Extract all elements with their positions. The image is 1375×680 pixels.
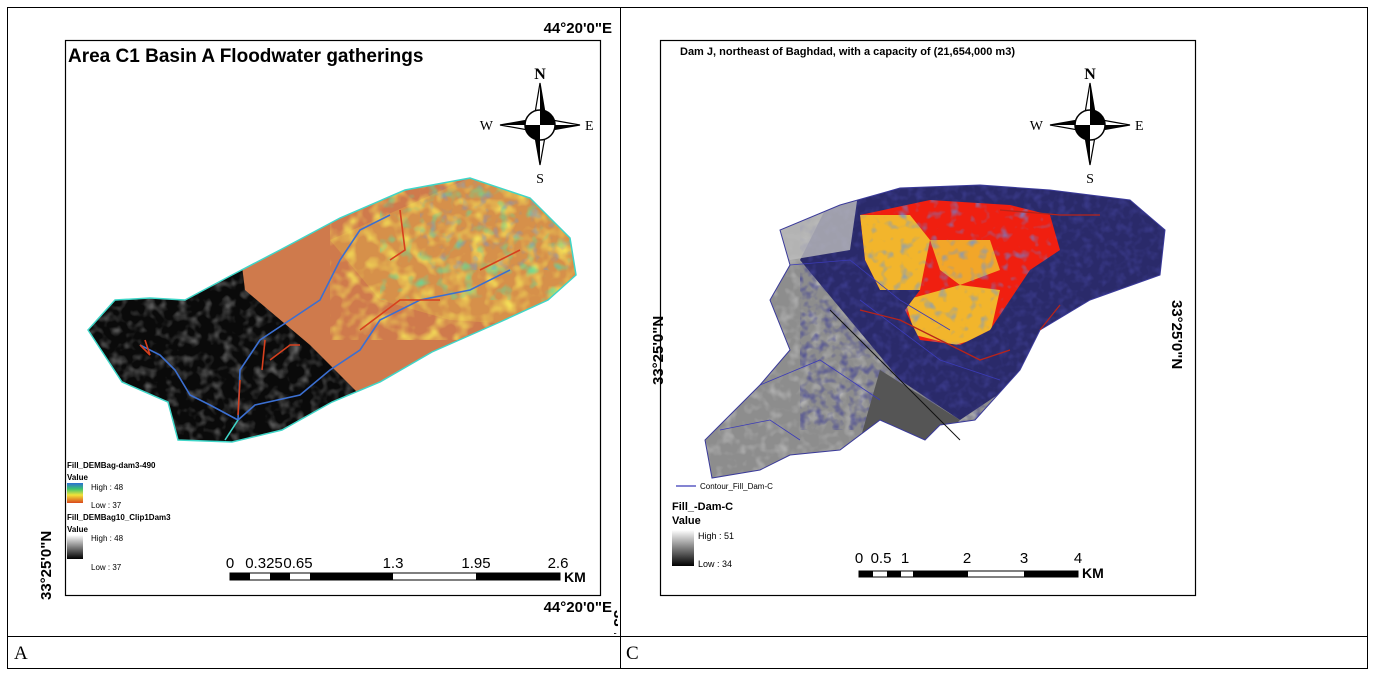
legend-label: Contour_Fill_Dam-C: [700, 482, 773, 491]
legend-label: Value: [67, 525, 88, 534]
scale-bar-shape: [310, 573, 393, 580]
scale-bar-label: 2: [963, 550, 971, 567]
coordinate-label: 44°20'0"E: [544, 20, 612, 37]
compass-label: W: [1030, 119, 1044, 134]
legend-label: High : 51: [698, 531, 734, 541]
compass-label: S: [536, 172, 544, 187]
scale-bar-label: 1.3: [383, 555, 404, 572]
compass-label: N: [534, 66, 546, 83]
scale-bar-label: 0: [226, 555, 234, 572]
scale-bar-label: KM: [1082, 565, 1104, 581]
scale-bar-shape: [476, 573, 560, 580]
figure: Area C1 Basin A Floodwater gatherings 44…: [0, 0, 1375, 675]
legend-label: Fill_DEMBag10_Clip1Dam3: [67, 513, 171, 522]
legend-label: Low : 34: [698, 559, 732, 569]
legend-label: Value: [67, 473, 88, 482]
legend-label: Low : 37: [91, 563, 122, 572]
compass-label: E: [1135, 119, 1144, 134]
coordinate-label: 33°25'0"N: [650, 316, 667, 385]
scale-bar-label: 0.65: [283, 555, 312, 572]
scale-bar-label: 3: [1020, 550, 1028, 567]
scale-bar-shape: [887, 571, 901, 577]
scale-bar-label: KM: [564, 569, 586, 585]
legend-label: Value: [672, 515, 701, 527]
map-title: Dam J, northeast of Baghdad, with a capa…: [680, 46, 1015, 58]
scale-bar-shape: [913, 571, 968, 577]
scale-bar-label: 1.95: [461, 555, 490, 572]
map-panel-a: Area C1 Basin A Floodwater gatherings 44…: [38, 20, 627, 675]
legend-label: High : 48: [91, 483, 124, 492]
scale-bar-shape: [1024, 571, 1078, 577]
scale-bar-shape: [859, 571, 873, 577]
legend-label: Fill_DEMBag-dam3-490: [67, 461, 156, 470]
scale-bar-label: 0: [855, 550, 863, 567]
legend-shape: [672, 530, 694, 566]
coordinate-label: 33°25'0"N: [610, 610, 627, 675]
coordinate-label: 33°25'0"N: [38, 531, 55, 600]
compass-label: N: [1084, 66, 1096, 83]
caption: A: [14, 643, 28, 664]
legend-label: Low : 37: [91, 501, 122, 510]
coordinate-label: 44°20'0"E: [544, 599, 612, 616]
compass-label: S: [1086, 172, 1094, 187]
compass-label: W: [480, 119, 494, 134]
map-panel-c: Dam J, northeast of Baghdad, with a capa…: [650, 41, 1196, 596]
compass-label: E: [585, 119, 594, 134]
scale-bar-label: 1: [901, 550, 909, 567]
legend-label: High : 48: [91, 534, 124, 543]
map-title: Area C1 Basin A Floodwater gatherings: [68, 46, 423, 67]
legend-shape: [67, 535, 83, 559]
legend-label: Fill_-Dam-C: [672, 501, 733, 513]
caption: C: [626, 643, 639, 664]
scale-bar-label: 0.5: [871, 550, 892, 567]
legend-shape: [67, 483, 83, 503]
coordinate-label: 33°25'0"N: [1168, 300, 1185, 369]
scale-bar-label: 4: [1074, 550, 1082, 567]
scale-bar-shape: [230, 573, 250, 580]
scale-bar-label: 0.325: [245, 555, 283, 572]
scale-bar-shape: [270, 573, 290, 580]
